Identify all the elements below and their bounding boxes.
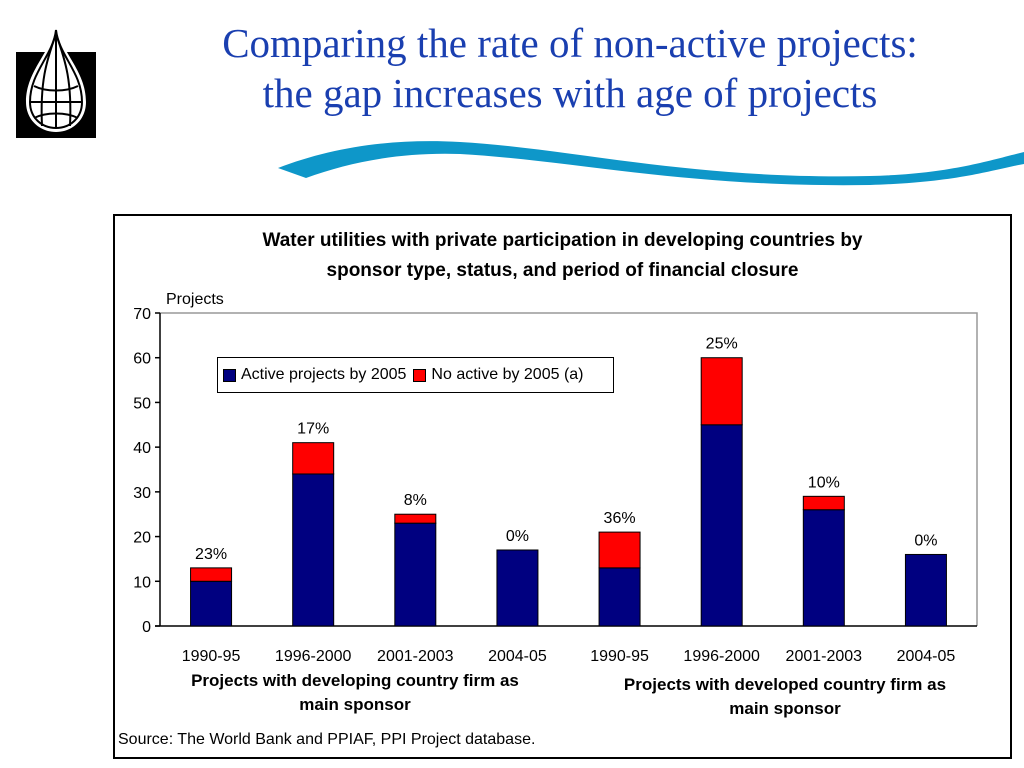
y-tick-label: 40 [133,440,151,457]
y-tick-label: 70 [133,306,151,323]
bar-active [496,549,539,627]
chart-title: Water utilities with private participati… [113,226,1012,286]
x-tick-label: 2004-05 [897,648,956,665]
chart-source: Source: The World Bank and PPIAF, PPI Pr… [118,731,536,748]
bar-active [598,567,641,627]
bar-active [292,473,335,627]
data-label: 25% [706,336,738,353]
x-tick-label: 2001-2003 [377,648,454,665]
wave-decoration [278,141,1024,186]
chart-title-line-2: sponsor type, status, and period of fina… [326,260,799,281]
x-tick-label: 2004-05 [488,648,547,665]
plot-area-border [160,312,978,626]
chart-title-line-1: Water utilities with private participati… [262,230,863,251]
bar-inactive [802,495,845,511]
y-tick-label: 30 [133,485,151,502]
legend-item-inactive: No active by 2005 (a) [413,366,584,384]
x-tick-label: 2001-2003 [786,648,863,665]
bar-inactive [292,442,335,475]
legend-label-active: Active projects by 2005 [241,366,407,383]
y-axis-title: Projects [166,291,224,308]
y-tick-label: 10 [133,574,151,591]
group-label-developing: Projects with developing country firm as… [160,669,550,717]
group-label-developed-line-1: Projects with developed country firm as [623,675,947,694]
legend-label-inactive: No active by 2005 (a) [431,366,584,383]
bar-active [904,553,947,627]
y-tick-label: 0 [142,619,151,636]
x-tick-label: 1990-95 [590,648,649,665]
legend-item-active: Active projects by 2005 [223,366,406,384]
legend-swatch-inactive [413,368,427,382]
data-label: 36% [604,510,636,527]
x-tick-label: 1990-95 [182,648,241,665]
data-label: 8% [404,492,427,509]
data-label: 10% [808,474,840,491]
slide-title-line-2: the gap increases with age of projects [262,70,878,116]
chart-legend: Active projects by 2005 No active by 200… [217,357,614,393]
bar-active [700,424,743,627]
bar-active [802,509,845,627]
y-tick-label: 60 [133,351,151,368]
slide-title-line-1: Comparing the rate of non-active project… [222,20,918,66]
bar-inactive [598,531,641,569]
group-label-developing-line-1: Projects with developing country firm as [191,671,519,690]
group-label-developing-line-2: main sponsor [299,695,411,714]
logo-water-drop-globe-icon [16,24,96,138]
data-label: 23% [195,546,227,563]
slide-title: Comparing the rate of non-active project… [130,18,1010,118]
data-label: 0% [506,528,529,545]
group-label-developed-line-2: main sponsor [729,699,841,718]
data-label: 17% [297,421,329,438]
group-label-developed: Projects with developed country firm as … [590,673,980,721]
x-tick-label: 1996-2000 [683,648,760,665]
bar-inactive [190,567,233,582]
bar-inactive [700,357,743,426]
data-label: 0% [914,532,937,549]
bar-inactive [394,513,437,524]
y-tick-label: 50 [133,395,151,412]
y-tick-label: 20 [133,530,151,547]
bar-active [394,522,437,627]
chart-frame [113,214,1012,759]
bar-active [190,580,233,627]
x-tick-label: 1996-2000 [275,648,352,665]
legend-swatch-active [223,368,236,382]
